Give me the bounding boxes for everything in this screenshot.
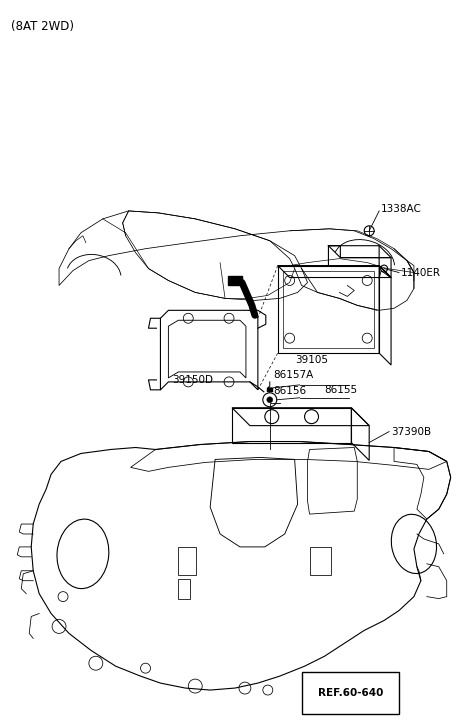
Text: (8AT 2WD): (8AT 2WD) [11,20,74,33]
Polygon shape [228,276,242,286]
FancyBboxPatch shape [267,388,273,392]
Text: 86157A: 86157A [273,370,313,380]
Text: 1140ER: 1140ER [401,268,441,278]
Text: 1338AC: 1338AC [381,204,422,214]
Text: 86155: 86155 [324,385,358,395]
Text: 37390B: 37390B [391,427,431,437]
Circle shape [267,397,273,403]
Text: 86156: 86156 [273,386,306,395]
Text: REF.60-640: REF.60-640 [317,688,383,698]
Text: 39105: 39105 [296,355,329,365]
Text: 39150D: 39150D [172,375,213,385]
